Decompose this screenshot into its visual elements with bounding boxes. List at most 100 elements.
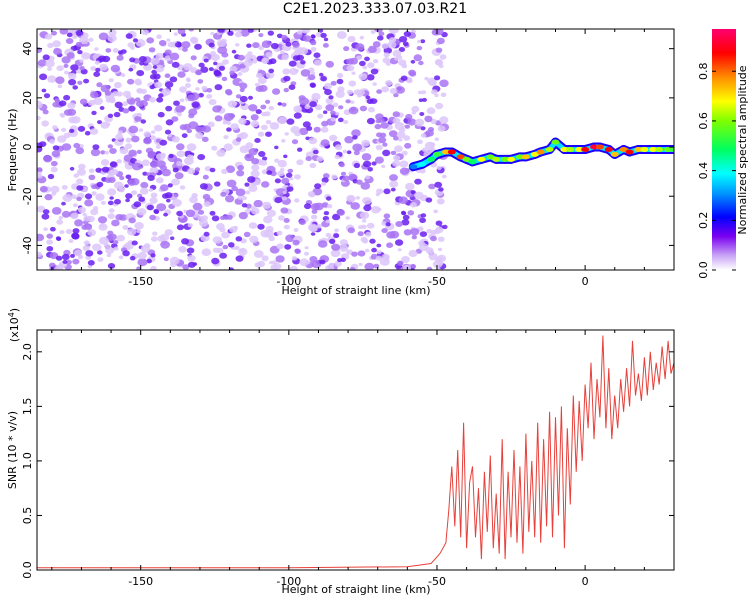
noise-blob <box>428 79 437 87</box>
noise-blob <box>281 177 290 185</box>
noise-blob <box>37 146 43 153</box>
noise-blob <box>237 72 243 76</box>
noise-blob <box>289 265 298 270</box>
noise-blob <box>372 82 377 86</box>
noise-blob <box>139 56 147 63</box>
noise-blob <box>371 247 377 253</box>
noise-blob <box>42 54 50 61</box>
noise-blobs <box>37 29 450 270</box>
trace-point <box>590 144 599 150</box>
noise-blob <box>118 255 124 260</box>
noise-blob <box>245 142 254 149</box>
snr-background <box>37 330 674 570</box>
x-tick-label: -100 <box>276 575 301 588</box>
noise-blob <box>400 75 408 81</box>
noise-blob <box>41 88 47 93</box>
noise-blob <box>61 201 66 206</box>
noise-blob <box>270 42 279 50</box>
noise-blob <box>437 247 443 252</box>
noise-blob <box>43 227 48 232</box>
noise-blob <box>210 51 216 56</box>
noise-blob <box>239 132 249 140</box>
noise-blob <box>185 83 191 88</box>
noise-blob <box>151 130 156 134</box>
noise-blob <box>93 97 103 105</box>
noise-blob <box>383 52 390 58</box>
noise-blob <box>314 59 322 66</box>
noise-blob <box>37 59 47 67</box>
noise-blob <box>158 40 167 46</box>
noise-blob <box>61 56 71 64</box>
noise-blob <box>96 82 103 88</box>
noise-blob <box>187 94 196 102</box>
trace-point <box>477 156 486 162</box>
noise-blob <box>280 207 289 214</box>
noise-blob <box>397 261 404 266</box>
noise-blob <box>383 213 391 219</box>
noise-blob <box>369 238 376 244</box>
noise-blob <box>69 128 75 133</box>
noise-blob <box>290 126 300 134</box>
noise-blob <box>321 120 329 127</box>
noise-blob <box>274 145 279 150</box>
noise-blob <box>49 252 59 260</box>
noise-blob <box>209 167 216 173</box>
noise-blob <box>390 150 397 156</box>
noise-blob <box>129 57 136 63</box>
noise-blob <box>284 132 290 136</box>
noise-blob <box>221 76 228 82</box>
noise-blob <box>250 114 259 121</box>
noise-blob <box>78 206 86 214</box>
noise-blob <box>47 75 57 83</box>
noise-blob <box>37 142 43 148</box>
noise-blob <box>119 147 129 155</box>
noise-blob <box>296 30 303 35</box>
noise-blob <box>138 128 144 132</box>
noise-blob <box>277 170 285 177</box>
noise-blob <box>346 64 355 72</box>
noise-blob <box>403 31 412 37</box>
noise-blob <box>320 126 329 133</box>
noise-blob <box>137 113 142 117</box>
noise-blob <box>314 183 322 190</box>
noise-blob <box>69 166 75 171</box>
noise-blob <box>250 120 260 128</box>
noise-blob <box>220 191 227 197</box>
noise-blob <box>366 222 375 229</box>
noise-blob <box>363 204 372 212</box>
noise-blob <box>433 229 440 235</box>
noise-blob <box>100 150 106 155</box>
noise-blob <box>293 228 299 232</box>
noise-blob <box>246 43 252 48</box>
noise-blob <box>235 137 242 142</box>
noise-blob <box>177 112 182 117</box>
noise-blob <box>71 194 77 200</box>
noise-blob <box>251 59 258 64</box>
noise-blob <box>151 69 158 75</box>
noise-blob <box>178 246 187 253</box>
trace-point <box>595 144 604 150</box>
noise-blob <box>410 59 416 64</box>
noise-blob <box>381 86 389 93</box>
noise-blob <box>128 67 134 72</box>
noise-blob <box>418 90 423 95</box>
noise-blob <box>358 73 368 81</box>
noise-blob <box>283 154 288 159</box>
noise-blob <box>381 43 389 49</box>
noise-blob <box>214 70 222 77</box>
noise-blob <box>160 240 171 249</box>
noise-blob <box>364 262 375 270</box>
noise-blob <box>71 116 81 124</box>
noise-blob <box>200 66 209 73</box>
noise-blob <box>284 244 292 250</box>
noise-blob <box>149 197 158 204</box>
noise-blob <box>370 68 379 75</box>
noise-blob <box>92 243 102 252</box>
noise-blob <box>74 219 84 227</box>
noise-blob <box>108 29 117 36</box>
y-tick-label: 40 <box>21 42 34 56</box>
noise-blob <box>110 64 121 73</box>
noise-blob <box>362 65 368 70</box>
noise-blob <box>136 88 143 94</box>
noise-blob <box>99 106 105 110</box>
